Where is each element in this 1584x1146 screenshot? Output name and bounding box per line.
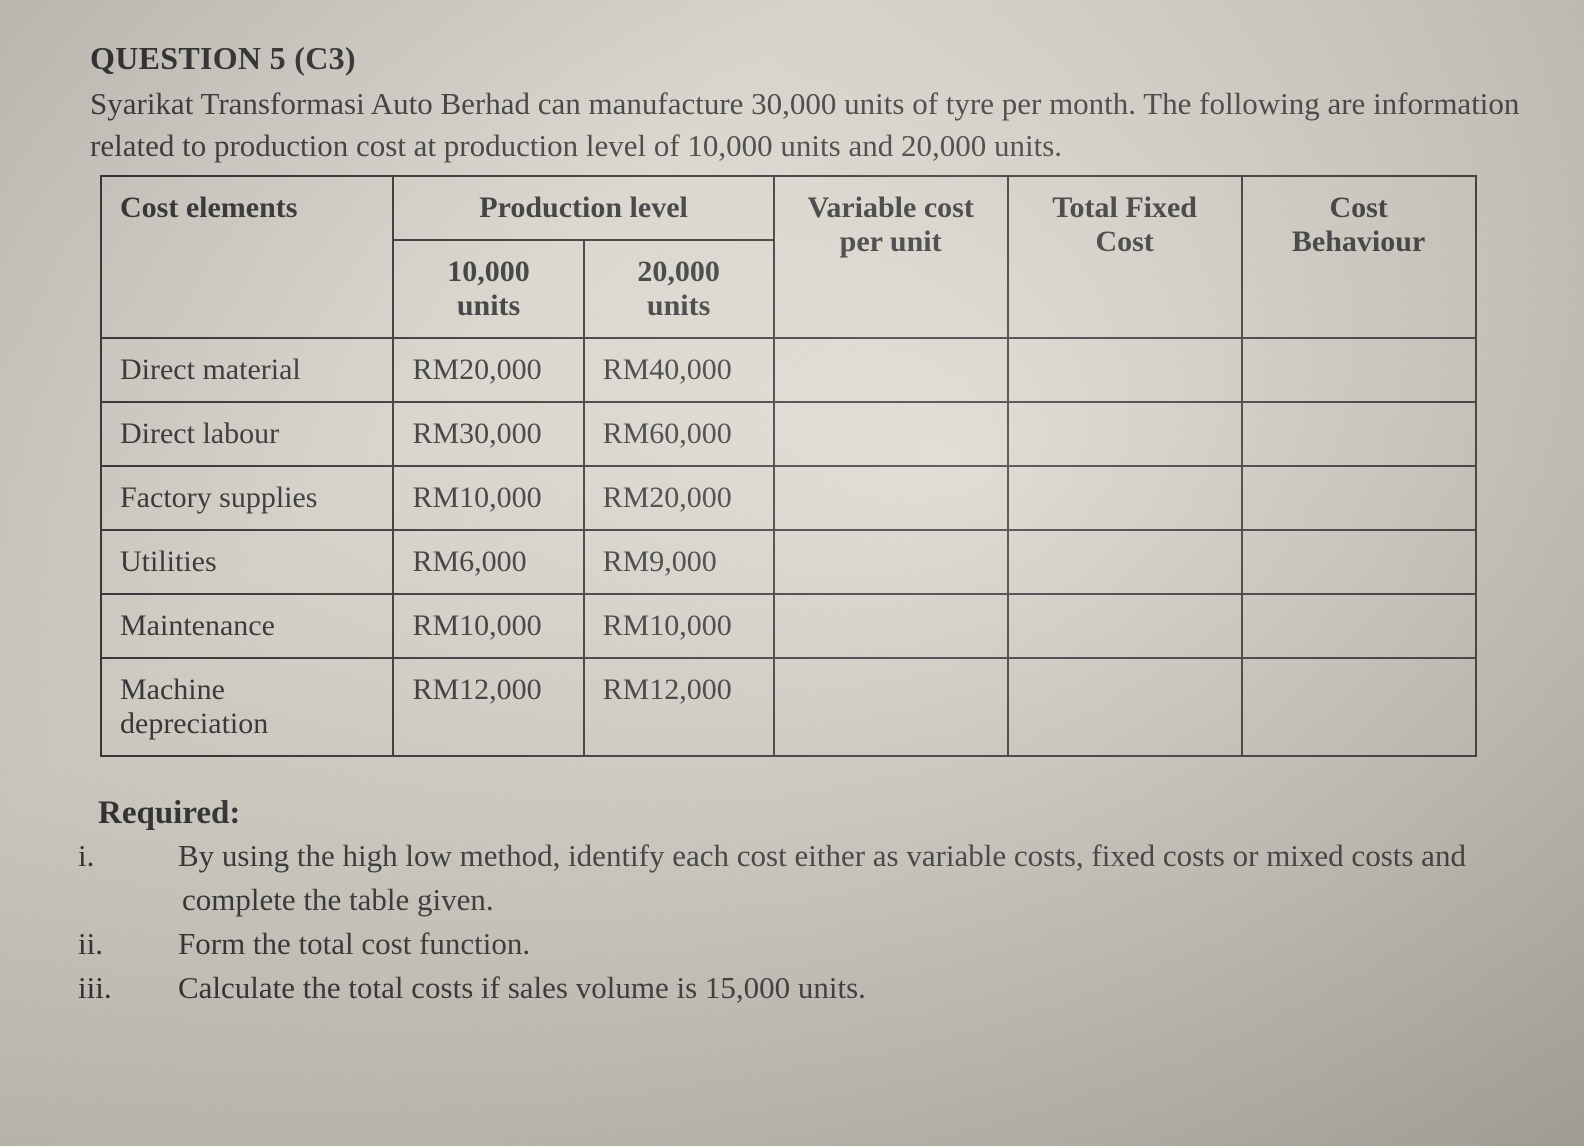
table-row: Machine depreciation RM12,000 RM12,000 <box>101 658 1476 756</box>
empty-cell <box>1008 466 1242 530</box>
col-variable-cost: Variable cost per unit <box>774 176 1008 338</box>
question-title: QUESTION 5 (C3) <box>90 40 1524 77</box>
table-row: Factory supplies RM10,000 RM20,000 <box>101 466 1476 530</box>
empty-cell <box>1008 402 1242 466</box>
required-item: i.By using the high low method, identify… <box>130 834 1524 922</box>
row-val-10k: RM12,000 <box>393 658 583 756</box>
question-intro: Syarikat Transformasi Auto Berhad can ma… <box>90 83 1524 167</box>
row-label: Machine depreciation <box>101 658 393 756</box>
row-val-20k: RM40,000 <box>584 338 774 402</box>
table-row: Direct material RM20,000 RM40,000 <box>101 338 1476 402</box>
subcol-20000-units: 20,000 units <box>584 240 774 338</box>
empty-cell <box>1008 530 1242 594</box>
req-number: iii. <box>130 966 178 1010</box>
row-val-10k: RM10,000 <box>393 466 583 530</box>
col-total-fixed: Total Fixed Cost <box>1008 176 1242 338</box>
row-val-20k: RM9,000 <box>584 530 774 594</box>
empty-cell <box>1242 466 1476 530</box>
row-val-20k: RM60,000 <box>584 402 774 466</box>
required-heading: Required: <box>98 795 1524 832</box>
empty-cell <box>774 402 1008 466</box>
empty-cell <box>1242 530 1476 594</box>
req-text: By using the high low method, identify e… <box>178 838 1466 917</box>
empty-cell <box>1008 658 1242 756</box>
row-val-10k: RM10,000 <box>393 594 583 658</box>
row-val-20k: RM10,000 <box>584 594 774 658</box>
required-item: ii.Form the total cost function. <box>130 922 1524 966</box>
empty-cell <box>774 594 1008 658</box>
row-val-20k: RM20,000 <box>584 466 774 530</box>
table-row: Utilities RM6,000 RM9,000 <box>101 530 1476 594</box>
col-production-level: Production level <box>393 176 773 240</box>
col-cost-elements: Cost elements <box>101 176 393 338</box>
empty-cell <box>1008 338 1242 402</box>
table-row: Direct labour RM30,000 RM60,000 <box>101 402 1476 466</box>
empty-cell <box>1242 402 1476 466</box>
req-text: Form the total cost function. <box>178 926 530 961</box>
table-row: Maintenance RM10,000 RM10,000 <box>101 594 1476 658</box>
empty-cell <box>1242 658 1476 756</box>
empty-cell <box>1242 338 1476 402</box>
row-val-10k: RM20,000 <box>393 338 583 402</box>
row-val-10k: RM30,000 <box>393 402 583 466</box>
empty-cell <box>774 466 1008 530</box>
row-label: Direct labour <box>101 402 393 466</box>
row-label: Direct material <box>101 338 393 402</box>
req-number: ii. <box>130 922 178 966</box>
req-text: Calculate the total costs if sales volum… <box>178 970 866 1005</box>
required-list: i.By using the high low method, identify… <box>130 834 1524 1010</box>
row-label: Utilities <box>101 530 393 594</box>
req-number: i. <box>130 834 178 878</box>
empty-cell <box>774 338 1008 402</box>
row-label: Factory supplies <box>101 466 393 530</box>
row-val-10k: RM6,000 <box>393 530 583 594</box>
document-page: QUESTION 5 (C3) Syarikat Transformasi Au… <box>0 0 1584 1146</box>
empty-cell <box>774 530 1008 594</box>
col-cost-behaviour: Cost Behaviour <box>1242 176 1476 338</box>
empty-cell <box>774 658 1008 756</box>
subcol-10000-units: 10,000 units <box>393 240 583 338</box>
row-label: Maintenance <box>101 594 393 658</box>
empty-cell <box>1008 594 1242 658</box>
empty-cell <box>1242 594 1476 658</box>
cost-table: Cost elements Production level Variable … <box>100 175 1477 757</box>
row-val-20k: RM12,000 <box>584 658 774 756</box>
required-item: iii.Calculate the total costs if sales v… <box>130 966 1524 1010</box>
